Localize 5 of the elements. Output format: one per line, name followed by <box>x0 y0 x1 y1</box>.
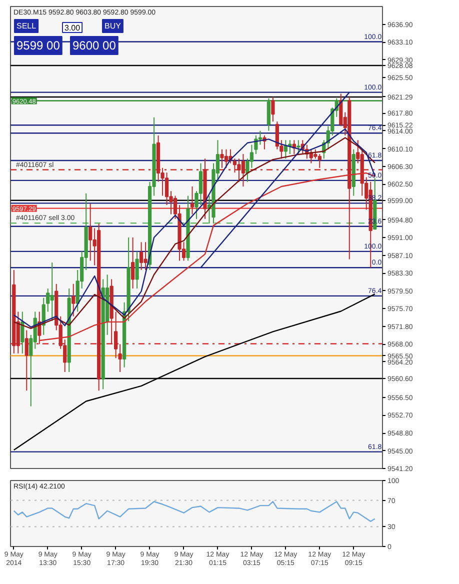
annotation: 3.00 <box>64 24 81 32</box>
annotation: 9600 00 <box>72 38 116 52</box>
annotation: BUY <box>104 22 122 30</box>
annotation: SELL <box>16 22 37 30</box>
annotation: 9599 00 <box>16 38 60 52</box>
